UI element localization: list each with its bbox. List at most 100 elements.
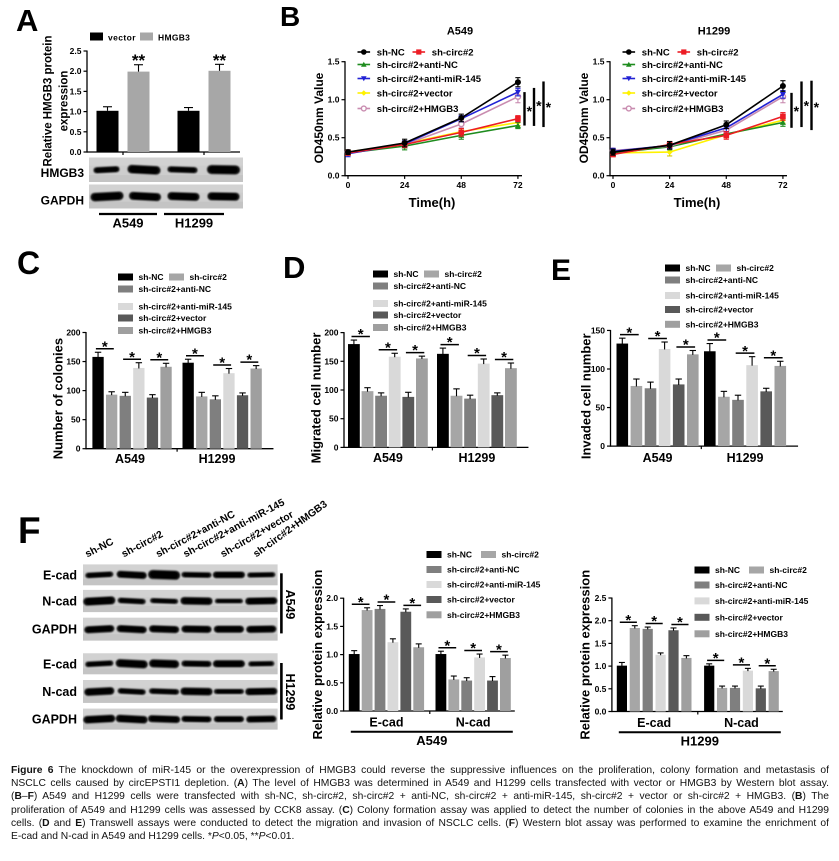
svg-text:H1299: H1299 xyxy=(698,26,730,38)
svg-text:sh-circ#2+HMGB3: sh-circ#2+HMGB3 xyxy=(447,610,520,620)
svg-text:1.0: 1.0 xyxy=(328,95,340,105)
svg-text:*: * xyxy=(794,103,800,119)
svg-text:0: 0 xyxy=(334,442,339,452)
svg-text:sh-circ#2+vector: sh-circ#2+vector xyxy=(139,313,207,323)
svg-text:sh-NC: sh-NC xyxy=(686,263,711,273)
svg-text:sh-circ#2+anti-NC: sh-circ#2+anti-NC xyxy=(447,565,520,575)
svg-text:72: 72 xyxy=(778,180,788,190)
svg-text:Migrated cell number: Migrated cell number xyxy=(309,333,324,464)
svg-text:0.0: 0.0 xyxy=(326,706,338,716)
svg-text:48: 48 xyxy=(722,180,732,190)
svg-text:sh-circ#2+anti-miR-145: sh-circ#2+anti-miR-145 xyxy=(394,299,488,309)
svg-text:**: ** xyxy=(132,51,146,70)
svg-text:sh-circ#2: sh-circ#2 xyxy=(737,263,775,273)
svg-text:*: * xyxy=(651,613,657,630)
svg-text:*: * xyxy=(677,614,683,631)
svg-text:*: * xyxy=(156,349,162,366)
svg-text:*: * xyxy=(444,637,450,654)
svg-text:*: * xyxy=(536,98,542,114)
svg-text:sh-circ#2: sh-circ#2 xyxy=(190,272,228,282)
svg-text:sh-circ#2+anti-miR-145: sh-circ#2+anti-miR-145 xyxy=(447,580,541,590)
svg-text:*: * xyxy=(358,326,364,343)
svg-text:0.5: 0.5 xyxy=(70,127,82,137)
svg-text:A549: A549 xyxy=(643,451,673,465)
svg-text:Relative protein expression: Relative protein expression xyxy=(578,570,593,740)
svg-text:1.5: 1.5 xyxy=(595,638,607,648)
svg-text:H1299: H1299 xyxy=(727,451,764,465)
svg-text:H1299: H1299 xyxy=(199,452,236,466)
svg-text:50: 50 xyxy=(329,414,339,424)
svg-text:0.5: 0.5 xyxy=(328,133,340,143)
svg-text:*: * xyxy=(770,347,776,364)
svg-text:0: 0 xyxy=(76,444,81,454)
svg-text:1.5: 1.5 xyxy=(593,57,605,67)
svg-text:*: * xyxy=(764,655,770,672)
svg-text:*: * xyxy=(804,98,810,114)
svg-text:0.0: 0.0 xyxy=(328,171,340,181)
svg-text:2.5: 2.5 xyxy=(595,593,607,603)
svg-text:A549: A549 xyxy=(416,733,447,748)
svg-text:*: * xyxy=(814,99,820,115)
svg-text:A549: A549 xyxy=(373,451,403,465)
svg-text:Relative protein expression: Relative protein expression xyxy=(310,570,325,740)
svg-text:0.5: 0.5 xyxy=(326,678,338,688)
svg-text:H1299: H1299 xyxy=(283,674,297,711)
svg-text:*: * xyxy=(683,337,689,354)
svg-text:200: 200 xyxy=(324,328,338,338)
svg-text:H1299: H1299 xyxy=(681,734,719,749)
svg-text:sh-circ#2+anti-NC: sh-circ#2+anti-NC xyxy=(377,60,458,71)
svg-text:GAPDH: GAPDH xyxy=(41,194,84,208)
svg-text:*: * xyxy=(713,650,719,667)
svg-text:1.5: 1.5 xyxy=(326,621,338,631)
svg-text:0.0: 0.0 xyxy=(70,147,82,157)
svg-text:*: * xyxy=(470,640,476,657)
svg-text:*: * xyxy=(219,355,225,372)
svg-text:sh-circ#2+anti-NC: sh-circ#2+anti-NC xyxy=(686,275,759,285)
svg-text:*: * xyxy=(474,345,480,362)
svg-text:sh-NC: sh-NC xyxy=(394,269,419,279)
svg-text:sh-NC: sh-NC xyxy=(447,550,472,560)
svg-text:sh-circ#2: sh-circ#2 xyxy=(770,565,808,575)
svg-text:2.0: 2.0 xyxy=(326,593,338,603)
svg-text:Time(h): Time(h) xyxy=(409,195,456,210)
svg-text:1.0: 1.0 xyxy=(595,661,607,671)
svg-text:A549: A549 xyxy=(283,590,297,620)
svg-text:*: * xyxy=(714,330,720,347)
svg-text:sh-circ#2+vector: sh-circ#2+vector xyxy=(686,305,754,315)
svg-text:**: ** xyxy=(213,51,227,70)
svg-text:sh-circ#2+HMGB3: sh-circ#2+HMGB3 xyxy=(686,319,759,329)
svg-text:48: 48 xyxy=(457,180,467,190)
svg-text:sh-circ#2+vector: sh-circ#2+vector xyxy=(642,89,718,100)
svg-text:sh-circ#2+anti-NC: sh-circ#2+anti-NC xyxy=(715,580,788,590)
svg-text:100: 100 xyxy=(66,386,80,396)
svg-text:*: * xyxy=(739,654,745,671)
svg-text:vector: vector xyxy=(108,33,136,43)
svg-text:sh-NC: sh-NC xyxy=(139,272,164,282)
svg-text:GAPDH: GAPDH xyxy=(32,713,77,727)
svg-text:F: F xyxy=(18,510,41,551)
svg-text:N-cad: N-cad xyxy=(724,716,759,730)
svg-text:E-cad: E-cad xyxy=(637,716,671,730)
svg-text:sh-circ#2+anti-miR-145: sh-circ#2+anti-miR-145 xyxy=(686,291,780,301)
svg-text:sh-circ#2+anti-NC: sh-circ#2+anti-NC xyxy=(394,281,467,291)
svg-text:2.5: 2.5 xyxy=(70,46,82,56)
svg-text:Time(h): Time(h) xyxy=(674,195,721,210)
svg-text:A: A xyxy=(16,3,38,38)
svg-text:sh-NC: sh-NC xyxy=(84,536,117,560)
svg-text:*: * xyxy=(626,324,632,341)
svg-text:sh-circ#2+anti-miR-145: sh-circ#2+anti-miR-145 xyxy=(139,302,233,312)
svg-text:E: E xyxy=(551,254,571,287)
svg-text:Relative HMGB3 protein: Relative HMGB3 protein xyxy=(43,36,55,167)
svg-text:*: * xyxy=(102,338,108,355)
svg-text:*: * xyxy=(546,99,552,115)
svg-text:*: * xyxy=(625,612,631,629)
svg-text:Invaded cell number: Invaded cell number xyxy=(579,333,594,459)
svg-text:*: * xyxy=(384,592,390,609)
svg-text:OD450nm Value: OD450nm Value xyxy=(577,72,591,163)
svg-text:0: 0 xyxy=(346,180,351,190)
svg-text:*: * xyxy=(246,352,252,369)
svg-text:H1299: H1299 xyxy=(458,451,495,465)
svg-text:E-cad: E-cad xyxy=(43,657,77,671)
svg-text:sh-circ#2+anti-miR-145: sh-circ#2+anti-miR-145 xyxy=(642,74,747,85)
svg-text:HMGB3: HMGB3 xyxy=(158,33,190,43)
